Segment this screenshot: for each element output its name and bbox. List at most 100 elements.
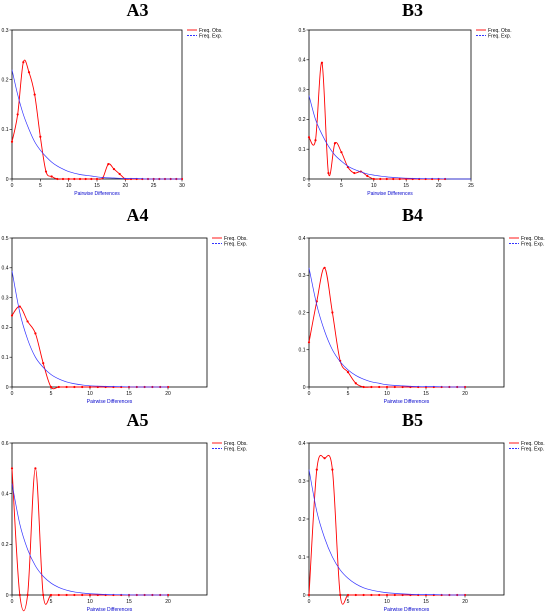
x-tick-label: 0 xyxy=(308,391,311,397)
observed-data-point xyxy=(320,61,324,64)
observed-data-point xyxy=(323,457,326,460)
legend-label-observed: Freq. Obs. xyxy=(224,441,248,447)
y-tick-label: 0.4 xyxy=(299,236,306,242)
legend-label-expected: Freq. Exp. xyxy=(199,33,222,39)
observed-data-point xyxy=(95,177,99,181)
legend-label-expected: Freq. Exp. xyxy=(521,241,544,247)
legend-label-expected: Freq. Exp. xyxy=(224,241,247,247)
observed-data-point xyxy=(340,151,343,154)
x-tick-label: 0 xyxy=(11,183,14,189)
observed-data-point xyxy=(307,341,311,344)
observed-data-point xyxy=(323,266,326,269)
y-tick-label: 0.4 xyxy=(299,441,306,447)
x-tick-label: 15 xyxy=(126,599,132,605)
observed-data-point xyxy=(90,177,93,181)
chart-panel-b4: B4 0 5 10 15 20 0 0.1 0.2 0.3 0.4 Pairwise Differe… xyxy=(275,205,550,410)
observed-data-point xyxy=(346,593,350,597)
observed-data-point xyxy=(378,385,381,389)
observed-data-point xyxy=(354,593,357,597)
legend-label-observed: Freq. Obs. xyxy=(224,236,248,242)
x-tick-label: 10 xyxy=(384,599,390,605)
y-tick-label: 0.1 xyxy=(299,555,306,561)
observed-data-point xyxy=(10,467,14,470)
y-tick-label: 0 xyxy=(303,177,306,183)
observed-data-point xyxy=(10,140,14,143)
observed-data-point xyxy=(314,139,317,142)
observed-data-point xyxy=(10,314,14,317)
observed-data-point xyxy=(417,385,420,389)
expected-freq-line xyxy=(308,469,466,596)
observed-data-point xyxy=(393,593,396,597)
observed-data-point xyxy=(61,177,65,181)
y-tick-label: 0 xyxy=(6,385,9,391)
y-tick-label: 0 xyxy=(6,177,9,183)
observed-data-point xyxy=(22,61,25,64)
expected-freq-line xyxy=(308,95,472,180)
x-tick-label: 20 xyxy=(462,599,468,605)
x-tick-label: 20 xyxy=(165,391,171,397)
chart-plot: 0 5 10 15 20 25 30 0 0.1 0.2 0.3 Pairwise Differenc… xyxy=(2,28,223,197)
observed-data-point xyxy=(354,382,357,385)
x-axis-title: Pairwise Differences xyxy=(87,607,133,613)
observed-data-point xyxy=(366,174,369,178)
observed-data-point xyxy=(65,385,68,389)
observed-data-point xyxy=(112,167,116,171)
observed-data-point xyxy=(385,385,389,389)
x-tick-label: 15 xyxy=(403,183,409,189)
observed-freq-line xyxy=(308,454,465,605)
chart-plot: 0 5 10 15 20 0 0.2 0.4 0.6 Pairwise Differences Fr… xyxy=(2,441,248,613)
x-tick-label: 5 xyxy=(39,183,42,189)
y-tick-label: 0.4 xyxy=(2,491,9,497)
x-tick-label: 10 xyxy=(384,391,390,397)
observed-freq-line xyxy=(308,62,446,180)
y-tick-label: 0.3 xyxy=(299,479,306,485)
observed-data-point xyxy=(401,385,404,389)
observed-data-point xyxy=(385,177,388,181)
observed-data-point xyxy=(353,171,356,175)
chart-panel-a4: A4 0 5 10 15 20 0 0.1 0.2 0.3 0.4 0.5 Pairwise Diff… xyxy=(0,205,275,410)
observed-data-point xyxy=(18,305,21,308)
legend-label-observed: Freq. Obs. xyxy=(521,236,545,242)
x-tick-label: 20 xyxy=(462,391,468,397)
x-axis-title: Pairwise Differences xyxy=(384,607,430,613)
y-tick-label: 0.4 xyxy=(2,266,9,272)
chart-plot: 0 5 10 15 20 0 0.1 0.2 0.3 0.4 0.5 Pairwise Differe… xyxy=(2,236,248,405)
observed-data-point xyxy=(49,593,53,597)
x-tick-label: 15 xyxy=(423,599,429,605)
x-axis-title: Pairwise Differences xyxy=(74,191,120,197)
y-tick-label: 0.2 xyxy=(2,325,9,331)
y-tick-label: 0 xyxy=(303,593,306,599)
observed-freq-line xyxy=(11,59,182,180)
x-tick-label: 15 xyxy=(423,391,429,397)
observed-data-point xyxy=(42,593,45,597)
observed-data-point xyxy=(398,177,401,181)
observed-freq-line xyxy=(11,467,168,612)
y-tick-label: 0.3 xyxy=(2,295,9,301)
observed-data-point xyxy=(362,385,365,389)
observed-data-point xyxy=(26,320,29,323)
observed-data-point xyxy=(362,593,365,597)
observed-data-point xyxy=(107,163,110,166)
observed-data-point xyxy=(346,371,350,374)
y-tick-label: 0.2 xyxy=(2,542,9,548)
observed-data-point xyxy=(378,593,381,597)
observed-data-point xyxy=(307,136,311,139)
chart-plot: 0 5 10 15 20 25 0 0.1 0.2 0.3 0.4 0.5 Pairwise Diffe… xyxy=(299,28,512,197)
observed-data-point xyxy=(49,385,53,389)
observed-data-point xyxy=(392,177,395,181)
expected-freq-line xyxy=(11,270,169,388)
x-tick-label: 25 xyxy=(468,183,474,189)
x-tick-label: 10 xyxy=(66,183,72,189)
chart-panel-b5: B5 0 5 10 15 20 0 0.1 0.2 0.3 0.4 Pairwise Differe… xyxy=(275,410,550,615)
y-tick-label: 0.1 xyxy=(299,348,306,354)
observed-freq-line xyxy=(308,267,466,388)
observed-data-point xyxy=(34,467,37,470)
observed-data-point xyxy=(372,177,375,181)
x-tick-label: 0 xyxy=(308,599,311,605)
y-tick-label: 0.5 xyxy=(2,236,9,242)
observed-data-point xyxy=(432,593,435,597)
observed-data-point xyxy=(67,177,70,181)
y-tick-label: 0 xyxy=(303,385,306,391)
chart-plot: 0 5 10 15 20 0 0.1 0.2 0.3 0.4 Pairwise Difference… xyxy=(299,236,545,405)
x-axis-title: Pairwise Differences xyxy=(384,399,430,405)
